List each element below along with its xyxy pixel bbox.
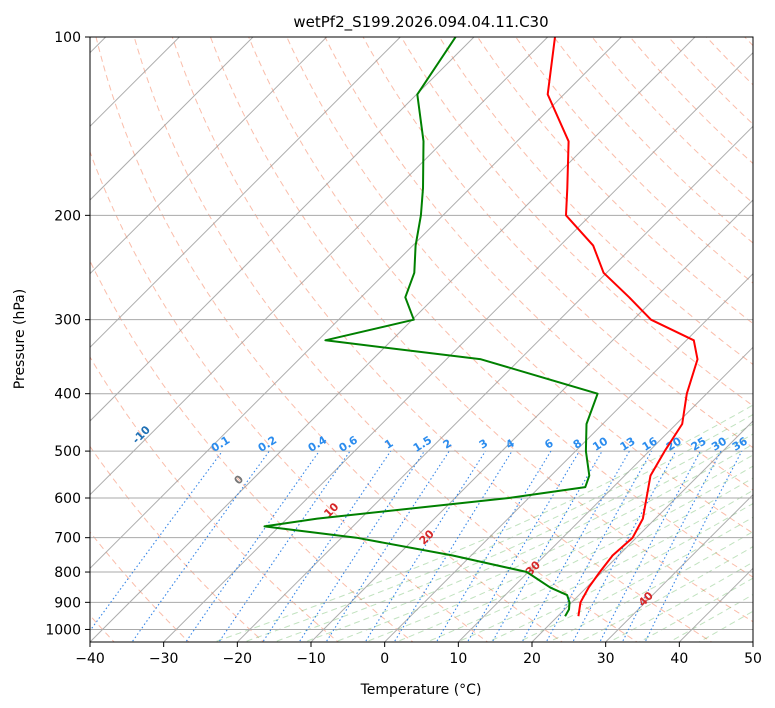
dry-adiabat-line xyxy=(90,150,489,642)
x-tick-label: 10 xyxy=(449,651,467,667)
mixing-ratio-line xyxy=(364,450,486,642)
isotherm-line xyxy=(605,493,753,642)
mixing-ratio-line xyxy=(262,450,392,642)
mixing-ratio-line xyxy=(325,450,450,642)
dry-adiabat-line xyxy=(90,259,414,642)
isotherm-line xyxy=(90,37,401,349)
mixing-ratio-line xyxy=(393,450,513,642)
x-tick-label: −30 xyxy=(149,651,179,667)
x-tick-label: 30 xyxy=(597,651,615,667)
mixing-ratio-line xyxy=(599,450,701,642)
y-tick-label: 700 xyxy=(54,531,81,547)
x-tick-label: 50 xyxy=(744,651,762,667)
x-tick-label: 40 xyxy=(670,651,688,667)
y-tick-label: 1000 xyxy=(45,622,81,638)
isotherm-line xyxy=(531,420,753,642)
plot-frame xyxy=(89,36,754,643)
isotherm-line xyxy=(457,346,753,642)
mixing-ratio-line xyxy=(298,450,425,642)
y-tick-label: 100 xyxy=(54,30,81,46)
x-tick-label: 0 xyxy=(380,651,389,667)
x-tick-label: −40 xyxy=(75,651,105,667)
y-tick-label: 500 xyxy=(54,444,81,460)
y-tick-label: 300 xyxy=(54,313,81,329)
isotherm-line xyxy=(90,37,622,570)
y-tick-label: 800 xyxy=(54,565,81,581)
isotherm-line xyxy=(90,37,254,201)
y-tick-label: 400 xyxy=(54,387,81,403)
x-axis-label: Temperature (°C) xyxy=(360,682,482,698)
isotherm-line xyxy=(90,37,696,642)
isotherm-line xyxy=(384,272,753,642)
y-axis-label: Pressure (hPa) xyxy=(12,289,28,389)
axes: −40 −30 −20 −10 0 10 20 30 40 50 100 200 300 400 500 60… xyxy=(45,30,762,667)
y-tick-label: 900 xyxy=(54,595,81,611)
profile-series xyxy=(263,37,699,617)
x-tick-label: 20 xyxy=(523,651,541,667)
y-tick-label: 200 xyxy=(54,208,81,224)
mixing-ratio-line xyxy=(131,450,270,642)
isotherm-line xyxy=(90,37,549,496)
mixing-ratio-line xyxy=(572,450,677,642)
x-tick-label: −10 xyxy=(296,651,326,667)
isotherm-line xyxy=(310,199,753,642)
mixing-ratio-line xyxy=(621,450,722,642)
mixing-ratio-line xyxy=(90,450,223,632)
plot-area xyxy=(90,37,753,642)
mixing-ratio-line xyxy=(218,450,351,642)
isotherm-line xyxy=(163,51,753,642)
chart-title: wetPf2_S199.2026.094.04.11.C30 xyxy=(293,13,548,32)
y-tick-label: 600 xyxy=(54,491,81,507)
isotherm-line xyxy=(90,37,475,422)
isotherm-line xyxy=(90,37,328,275)
series-line-temperature xyxy=(546,37,699,617)
mixing-ratio-line xyxy=(185,450,320,642)
isotherm-line xyxy=(236,125,753,642)
x-tick-label: −20 xyxy=(223,651,253,667)
mixing-ratio-line xyxy=(466,450,580,642)
series-line-dewpoint xyxy=(263,37,599,617)
